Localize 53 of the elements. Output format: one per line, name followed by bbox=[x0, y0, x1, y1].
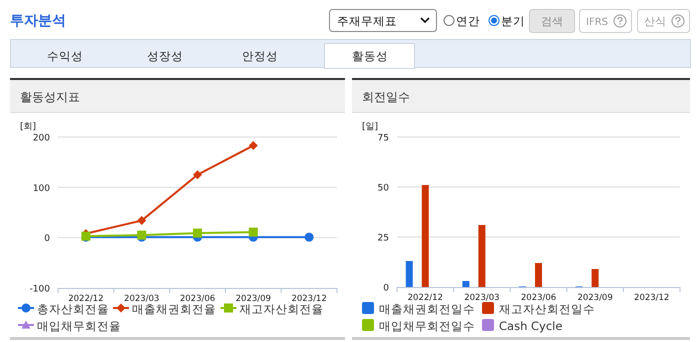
bar bbox=[406, 261, 413, 287]
x-tick-label: 2023/12 bbox=[634, 293, 670, 303]
text: IFRS bbox=[586, 17, 608, 28]
x-tick-label: 2023/03 bbox=[124, 294, 160, 304]
x-tick-label: 2023/09 bbox=[236, 294, 271, 304]
text: 투자분석 bbox=[10, 13, 66, 29]
bar bbox=[422, 185, 429, 287]
y-tick-label: 25 bbox=[378, 234, 389, 244]
x-tick-label: 2023/06 bbox=[520, 293, 556, 303]
text: 성장성 bbox=[147, 49, 183, 63]
y-tick-label: 200 bbox=[32, 134, 50, 144]
point bbox=[304, 232, 314, 242]
text: 산식 bbox=[644, 15, 666, 28]
point bbox=[193, 228, 202, 238]
y-tick-label: 50 bbox=[378, 184, 390, 194]
y-tick-label: 0 bbox=[383, 284, 390, 294]
x-tick-label: 2023/12 bbox=[291, 294, 327, 304]
y-axis-title: [일] bbox=[362, 122, 378, 132]
bar bbox=[462, 281, 470, 287]
y-tick-label: -100 bbox=[30, 284, 50, 294]
x-tick-label: 2022/12 bbox=[68, 294, 104, 304]
x-tick-label: 2023/03 bbox=[464, 293, 500, 303]
legend-label: 재고자산회전율 bbox=[240, 302, 324, 316]
point bbox=[248, 141, 258, 150]
point bbox=[137, 216, 146, 226]
chart-title: 회전일수 bbox=[362, 90, 410, 104]
legend-label: 매입채무회전일수 bbox=[379, 319, 475, 333]
y-tick-label: 0 bbox=[44, 234, 50, 244]
legend-label: 총자산회전율 bbox=[37, 302, 109, 316]
x-tick-label: 2022/12 bbox=[408, 293, 443, 303]
text: 활동성 bbox=[352, 49, 388, 63]
y-tick-label: 100 bbox=[32, 184, 50, 194]
legend-label: 매출채권회전일수 bbox=[379, 302, 475, 316]
chart-title: 활동성지표 bbox=[20, 90, 80, 104]
legend-label: 매입채무회전율 bbox=[37, 319, 121, 333]
y-axis-title: [회] bbox=[20, 122, 36, 132]
legend-label: 재고자산회전일수 bbox=[499, 302, 595, 316]
legend-label: Cash Cycle bbox=[499, 319, 562, 333]
x-tick-label: 2023/06 bbox=[180, 294, 216, 304]
text: 분기 bbox=[501, 14, 525, 28]
point bbox=[193, 170, 202, 180]
legend-label: 매출채권회전율 bbox=[132, 302, 216, 316]
text: 주재무제표 bbox=[337, 14, 397, 28]
text: 검색 bbox=[541, 15, 563, 28]
point bbox=[248, 228, 258, 237]
text: 안정성 bbox=[242, 49, 278, 63]
bar bbox=[592, 269, 599, 287]
text: 연간 bbox=[456, 14, 480, 28]
text: 수익성 bbox=[47, 49, 83, 63]
x-tick-label: 2023/09 bbox=[577, 293, 613, 303]
bar bbox=[478, 225, 486, 287]
y-tick-label: 75 bbox=[378, 134, 389, 144]
bar bbox=[535, 263, 542, 287]
